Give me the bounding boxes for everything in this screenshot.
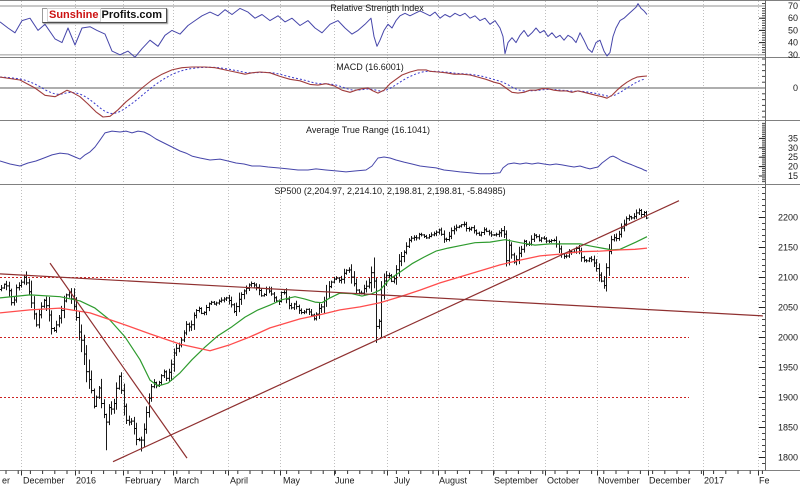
month-gridlines — [21, 1, 759, 470]
date-axis: er December 2016 February March April May June J… — [2, 470, 770, 486]
svg-text:2016: 2016 — [76, 476, 96, 486]
svg-text:0: 0 — [793, 83, 798, 93]
svg-text:2017: 2017 — [704, 476, 724, 486]
macd-series — [0, 66, 765, 118]
svg-text:July: July — [394, 476, 411, 486]
atr-series — [0, 130, 648, 175]
svg-text:1900: 1900 — [778, 393, 798, 403]
svg-text:20: 20 — [788, 162, 798, 172]
atr-panel-title: Average True Range (16.1041) — [306, 125, 430, 135]
svg-text:2150: 2150 — [778, 243, 798, 253]
svg-text:May: May — [283, 476, 301, 486]
svg-text:60: 60 — [788, 13, 798, 23]
sunshineprofits-logo: Sunshine Profits.com — [42, 8, 168, 23]
svg-text:Fe: Fe — [759, 476, 770, 486]
svg-text:August: August — [439, 476, 468, 486]
svg-text:November: November — [598, 476, 640, 486]
svg-text:15: 15 — [788, 171, 798, 181]
trendlines — [0, 200, 764, 463]
support-resistance-levels — [0, 277, 689, 398]
logo-profits-text: Profits.com — [101, 9, 163, 21]
svg-text:er: er — [2, 476, 10, 486]
svg-text:June: June — [335, 476, 355, 486]
svg-text:1800: 1800 — [778, 453, 798, 463]
logo-sunshine-text: Sunshine — [47, 8, 101, 22]
svg-text:30: 30 — [788, 143, 798, 153]
right-axis-labels: 7060504030035302520152200215021002050200… — [759, 1, 798, 464]
svg-text:50: 50 — [788, 25, 798, 35]
svg-text:1950: 1950 — [778, 363, 798, 373]
svg-text:1850: 1850 — [778, 423, 798, 433]
rsi-panel-title: Relative Strength Index — [330, 3, 424, 13]
rsi-series — [0, 3, 765, 58]
svg-text:April: April — [230, 476, 248, 486]
svg-text:2100: 2100 — [778, 273, 798, 283]
panel-frames — [0, 0, 800, 471]
svg-text:30: 30 — [788, 50, 798, 60]
svg-text:2200: 2200 — [778, 213, 798, 223]
svg-text:October: October — [547, 476, 579, 486]
macd-panel-title: MACD (16.6001) — [336, 62, 404, 72]
svg-text:40: 40 — [788, 38, 798, 48]
svg-text:2050: 2050 — [778, 303, 798, 313]
candlesticks — [0, 208, 649, 452]
moving-averages — [0, 236, 648, 387]
svg-text:September: September — [494, 476, 538, 486]
svg-text:70: 70 — [788, 1, 798, 11]
svg-text:35: 35 — [788, 133, 798, 143]
svg-text:25: 25 — [788, 152, 798, 162]
svg-text:February: February — [125, 476, 162, 486]
svg-text:March: March — [174, 476, 199, 486]
svg-text:2000: 2000 — [778, 333, 798, 343]
price-panel-title: SP500 (2,204.97, 2,214.10, 2,198.81, 2,1… — [274, 186, 506, 196]
svg-text:December: December — [649, 476, 691, 486]
svg-text:December: December — [23, 476, 65, 486]
